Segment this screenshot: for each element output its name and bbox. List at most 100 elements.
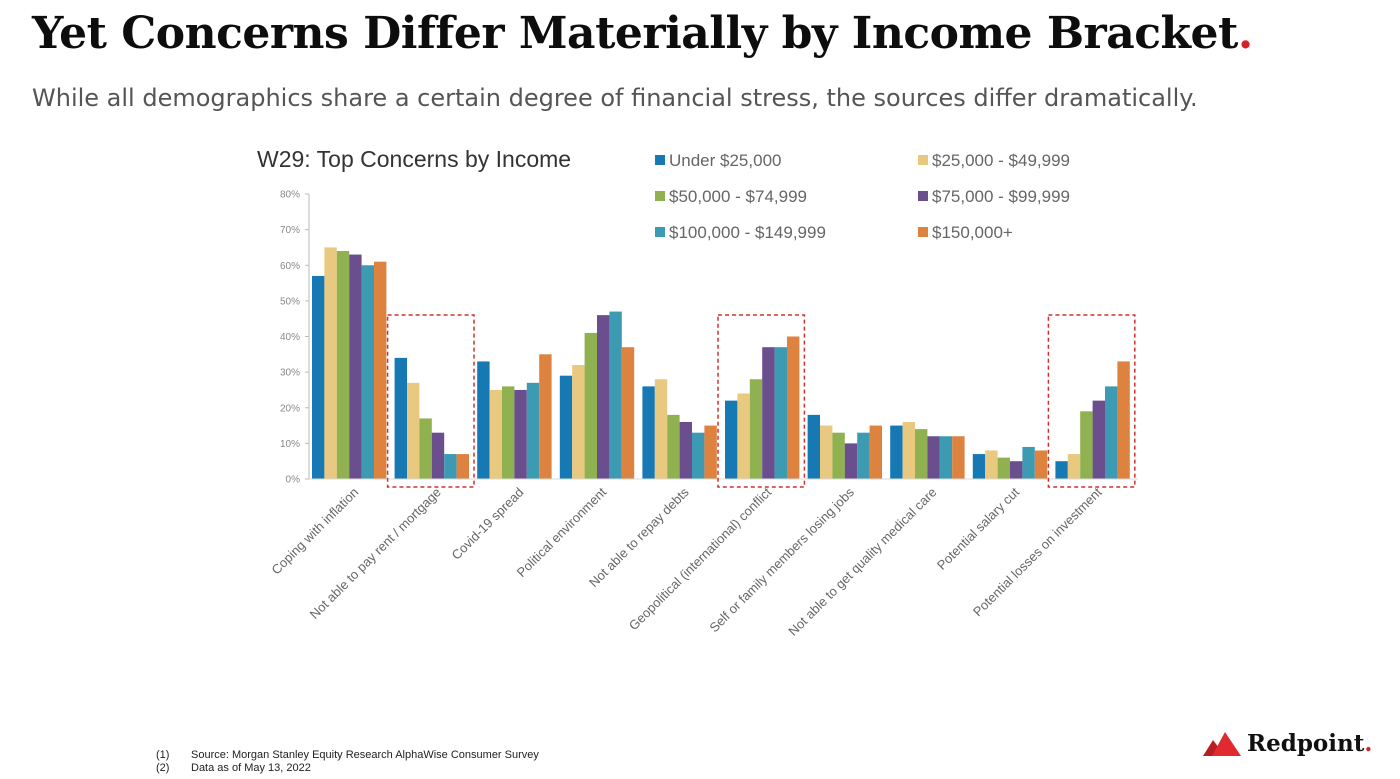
- y-tick-label: 10%: [280, 439, 300, 450]
- x-tick-label: Potential salary cut: [934, 484, 1023, 573]
- y-tick-label: 30%: [280, 368, 300, 379]
- bar: [1022, 446, 1035, 479]
- legend-label: Under $25,000: [669, 151, 781, 170]
- footnote-1: (1) Source: Morgan Stanley Equity Resear…: [156, 749, 539, 762]
- bar: [456, 454, 469, 479]
- bar: [692, 432, 705, 479]
- legend-label: $75,000 - $99,999: [932, 187, 1070, 206]
- bar: [1034, 450, 1048, 479]
- bar: [832, 432, 845, 479]
- legend-label: $25,000 - $49,999: [932, 151, 1070, 170]
- legend-label: $150,000+: [932, 223, 1013, 242]
- bar: [312, 275, 325, 479]
- slide-title-text: Yet Concerns Differ Materially by Income…: [32, 8, 1238, 59]
- bar: [407, 382, 420, 479]
- brand-logo: Redpoint.: [1203, 730, 1372, 757]
- y-tick-label: 40%: [280, 332, 300, 343]
- legend-swatch: [918, 227, 928, 237]
- x-tick-label: Geopolitical (international) conflict: [626, 484, 775, 633]
- y-tick-label: 0%: [286, 475, 301, 486]
- bar: [1092, 400, 1105, 479]
- bar: [704, 425, 717, 479]
- bar: [597, 315, 610, 479]
- bar: [985, 450, 998, 479]
- bar: [787, 336, 800, 479]
- footnote-number: (2): [156, 762, 170, 774]
- bar: [1117, 361, 1130, 479]
- x-tick-label: Coping with inflation: [268, 485, 361, 578]
- y-tick-label: 20%: [280, 403, 300, 414]
- bar: [749, 379, 763, 479]
- footnote-2: (2) Data as of May 13, 2022: [156, 762, 539, 775]
- brand-name: Redpoint.: [1247, 730, 1372, 757]
- bar: [654, 379, 668, 479]
- bar: [667, 414, 680, 479]
- bar: [526, 382, 540, 479]
- x-tick-label: Not able to get quality medical care: [785, 485, 939, 639]
- footnote-number: (1): [156, 749, 170, 761]
- footnote-text: Data as of May 13, 2022: [191, 762, 311, 774]
- x-tick-label: Covid-19 spread: [448, 485, 526, 563]
- bar: [361, 265, 374, 479]
- bar: [952, 436, 965, 479]
- bar: [1080, 411, 1093, 479]
- bar: [774, 347, 787, 479]
- bar: [679, 422, 692, 479]
- bar: [725, 400, 738, 479]
- bar: [539, 354, 552, 479]
- bar: [621, 347, 635, 479]
- bar: [1105, 386, 1118, 479]
- bar: [394, 357, 407, 479]
- bar: [890, 425, 903, 479]
- legend-swatch: [918, 191, 928, 201]
- y-tick-label: 60%: [280, 261, 300, 272]
- bar: [820, 425, 833, 479]
- brand-accent-dot: .: [1364, 730, 1373, 757]
- bar: [502, 386, 515, 479]
- legend-label: $50,000 - $74,999: [669, 187, 807, 206]
- bar: [642, 386, 655, 479]
- bar: [762, 347, 775, 479]
- legend-label: $100,000 - $149,999: [669, 223, 826, 242]
- footnote-text: Source: Morgan Stanley Equity Research A…: [191, 749, 539, 761]
- legend-swatch: [655, 155, 665, 165]
- legend-swatch: [655, 191, 665, 201]
- bar: [336, 251, 350, 479]
- y-tick-label: 50%: [280, 296, 300, 307]
- bar: [902, 422, 915, 479]
- bar: [857, 432, 870, 479]
- bar: [584, 332, 597, 479]
- y-tick-label: 80%: [280, 190, 300, 201]
- bar: [374, 261, 387, 479]
- bar: [324, 247, 337, 479]
- highlight-box: [386, 314, 475, 488]
- chart-title: W29: Top Concerns by Income: [257, 146, 571, 172]
- legend-swatch: [655, 227, 665, 237]
- bar: [444, 454, 457, 479]
- footnotes: (1) Source: Morgan Stanley Equity Resear…: [156, 749, 539, 775]
- bar-chart: W29: Top Concerns by Income 0% 10% 20% 30% 40…: [257, 146, 1138, 639]
- bar: [972, 454, 986, 479]
- x-tick-label: Political environment: [514, 484, 610, 580]
- bar: [431, 432, 445, 479]
- bar: [927, 436, 940, 479]
- bar: [609, 311, 622, 479]
- bar: [514, 389, 527, 479]
- highlight-box: [717, 314, 806, 488]
- bar: [1067, 454, 1081, 479]
- bar: [419, 418, 432, 479]
- bar: [477, 361, 490, 479]
- bar: [349, 254, 362, 479]
- bar: [572, 365, 585, 479]
- y-tick-label: 70%: [280, 225, 300, 236]
- bar: [489, 389, 502, 479]
- x-tick-label: Not able to pay rent / mortgage: [307, 485, 444, 622]
- bar: [1055, 461, 1068, 479]
- legend-swatch: [918, 155, 928, 165]
- bar: [1010, 461, 1023, 479]
- bar: [939, 436, 953, 479]
- bar: [559, 375, 573, 479]
- brand-name-text: Redpoint: [1247, 730, 1365, 757]
- slide-title: Yet Concerns Differ Materially by Income…: [32, 8, 1253, 59]
- title-accent-dot: .: [1237, 8, 1253, 59]
